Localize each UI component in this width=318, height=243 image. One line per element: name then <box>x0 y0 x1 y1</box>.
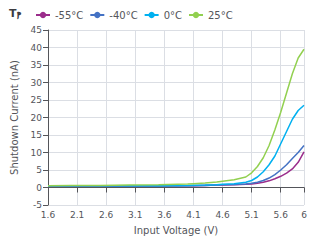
svg-text:0: 0 <box>36 183 42 193</box>
svg-text:4.6: 4.6 <box>215 210 230 220</box>
svg-text:-5: -5 <box>33 200 42 210</box>
svg-text:5: 5 <box>36 165 42 175</box>
svg-text:3.1: 3.1 <box>128 210 142 220</box>
svg-text:5.6: 5.6 <box>274 210 289 220</box>
svg-text:30: 30 <box>31 78 43 88</box>
svg-text:1.6: 1.6 <box>41 210 56 220</box>
svg-text:45: 45 <box>31 25 42 35</box>
svg-text:6: 6 <box>301 210 307 220</box>
svg-text:-40°C: -40°C <box>109 10 137 21</box>
svg-text:0°C: 0°C <box>164 10 182 21</box>
svg-text:2.6: 2.6 <box>99 210 114 220</box>
svg-text:2.1: 2.1 <box>70 210 84 220</box>
svg-text:-55°C: -55°C <box>55 10 83 21</box>
svg-text:25: 25 <box>31 95 42 105</box>
svg-text:Shutdown Current (nA): Shutdown Current (nA) <box>9 60 20 175</box>
svg-text:Input Voltage (V): Input Voltage (V) <box>134 225 219 236</box>
svg-text:5.1: 5.1 <box>244 210 258 220</box>
svg-text:35: 35 <box>31 60 42 70</box>
svg-text:15: 15 <box>31 130 42 140</box>
svg-text:3.6: 3.6 <box>157 210 172 220</box>
svg-text:20: 20 <box>31 113 43 123</box>
svg-text:40: 40 <box>31 43 43 53</box>
svg-text:25°C: 25°C <box>208 10 233 21</box>
svg-text:Tⲣ: Tⲣ <box>9 7 22 20</box>
svg-text:10: 10 <box>31 148 43 158</box>
svg-text:4.1: 4.1 <box>186 210 200 220</box>
